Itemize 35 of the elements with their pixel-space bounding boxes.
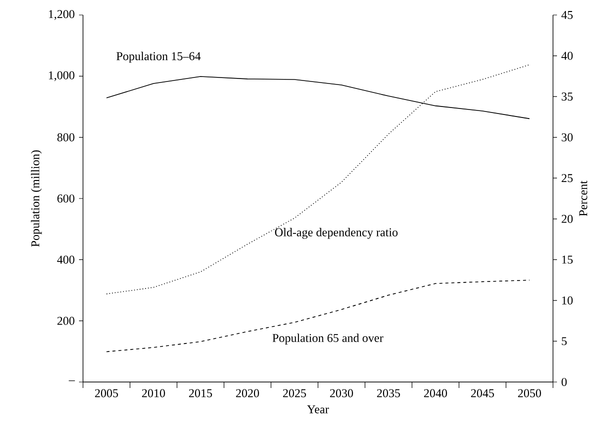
y2-tick-label: 45 — [561, 11, 573, 19]
y-tick-label: – — [68, 380, 75, 382]
x-tick-label: 2030 — [330, 389, 353, 398]
series-label: Population 15–64 — [116, 52, 201, 63]
y2-tick-label: 20 — [562, 214, 573, 223]
x-tick-label: 2050 — [518, 389, 541, 398]
line-series — [106, 64, 530, 294]
series-label: Population 65 and over — [272, 334, 384, 344]
x-tick-label: 2035 — [377, 389, 400, 398]
y2-tick-label: 40 — [561, 52, 573, 60]
y2-axis-title: Percent — [579, 180, 588, 216]
x-tick-label: 2020 — [236, 389, 259, 398]
x-tick-label: 2005 — [95, 389, 118, 398]
x-tick-label: 2025 — [283, 389, 306, 398]
y-tick-label: 1,000 — [48, 71, 74, 82]
y2-tick-label: 35 — [562, 92, 573, 101]
x-tick-label: 2015 — [189, 389, 212, 398]
y-tick-label: 1,200 — [48, 10, 74, 20]
line-series — [106, 280, 530, 352]
x-tick-label: 2010 — [142, 389, 165, 398]
y-tick-label: 200 — [57, 316, 74, 325]
y-axis-title: Population (million) — [30, 150, 42, 247]
y2-tick-label: 5 — [562, 337, 567, 346]
y-tick-label: 600 — [57, 194, 74, 203]
x-tick-label: 2040 — [424, 389, 447, 398]
y2-tick-label: 25 — [562, 174, 573, 182]
y-tick-label: 400 — [57, 256, 74, 264]
y2-tick-label: 15 — [562, 256, 573, 264]
y2-tick-label: 0 — [562, 378, 567, 386]
x-tick-label: 2045 — [471, 389, 494, 398]
y2-tick-label: 10 — [562, 296, 573, 304]
y-tick-label: 800 — [57, 133, 74, 142]
x-axis-title: Year — [307, 405, 329, 414]
y2-tick-label: 30 — [562, 133, 573, 142]
series-label: Old-age dependency ratio — [275, 228, 398, 239]
